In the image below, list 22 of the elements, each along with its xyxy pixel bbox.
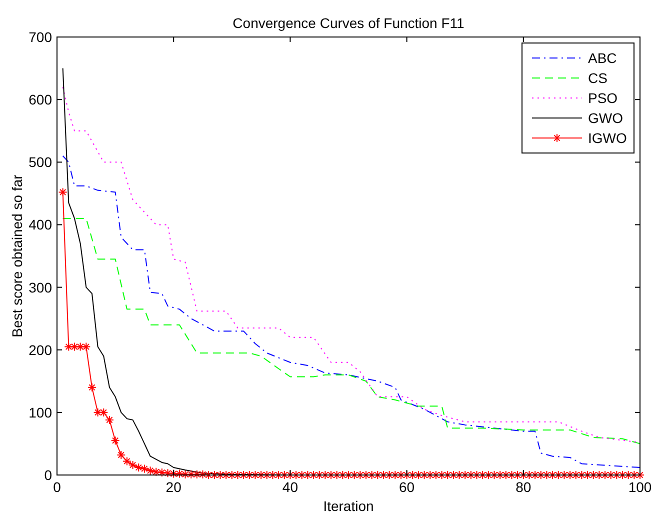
x-tick-label: 100 bbox=[628, 479, 651, 495]
x-tick-label: 80 bbox=[516, 479, 532, 495]
legend-label: GWO bbox=[588, 110, 624, 126]
y-tick-label: 500 bbox=[28, 154, 52, 170]
y-tick-label: 700 bbox=[28, 29, 52, 45]
y-tick-label: 0 bbox=[44, 467, 52, 483]
y-tick-label: 400 bbox=[28, 216, 52, 233]
legend-label: ABC bbox=[588, 50, 617, 66]
x-tick-label: 60 bbox=[399, 479, 415, 495]
legend-label: IGWO bbox=[588, 130, 627, 146]
y-axis-title: Best score obtained so far bbox=[9, 174, 25, 338]
legend-label: PSO bbox=[588, 90, 618, 106]
line-series bbox=[62, 218, 640, 444]
y-tick-label: 200 bbox=[28, 342, 52, 358]
legend-label: CS bbox=[588, 70, 608, 86]
x-tick-label: 20 bbox=[166, 479, 182, 495]
y-tick-label: 100 bbox=[28, 404, 52, 420]
chart-title: Convergence Curves of Function F11 bbox=[232, 15, 465, 31]
y-tick-label: 600 bbox=[28, 92, 52, 108]
x-axis-title: Iteration bbox=[323, 498, 374, 514]
y-tick-label: 300 bbox=[28, 279, 52, 296]
x-tick-label: 40 bbox=[282, 479, 298, 495]
